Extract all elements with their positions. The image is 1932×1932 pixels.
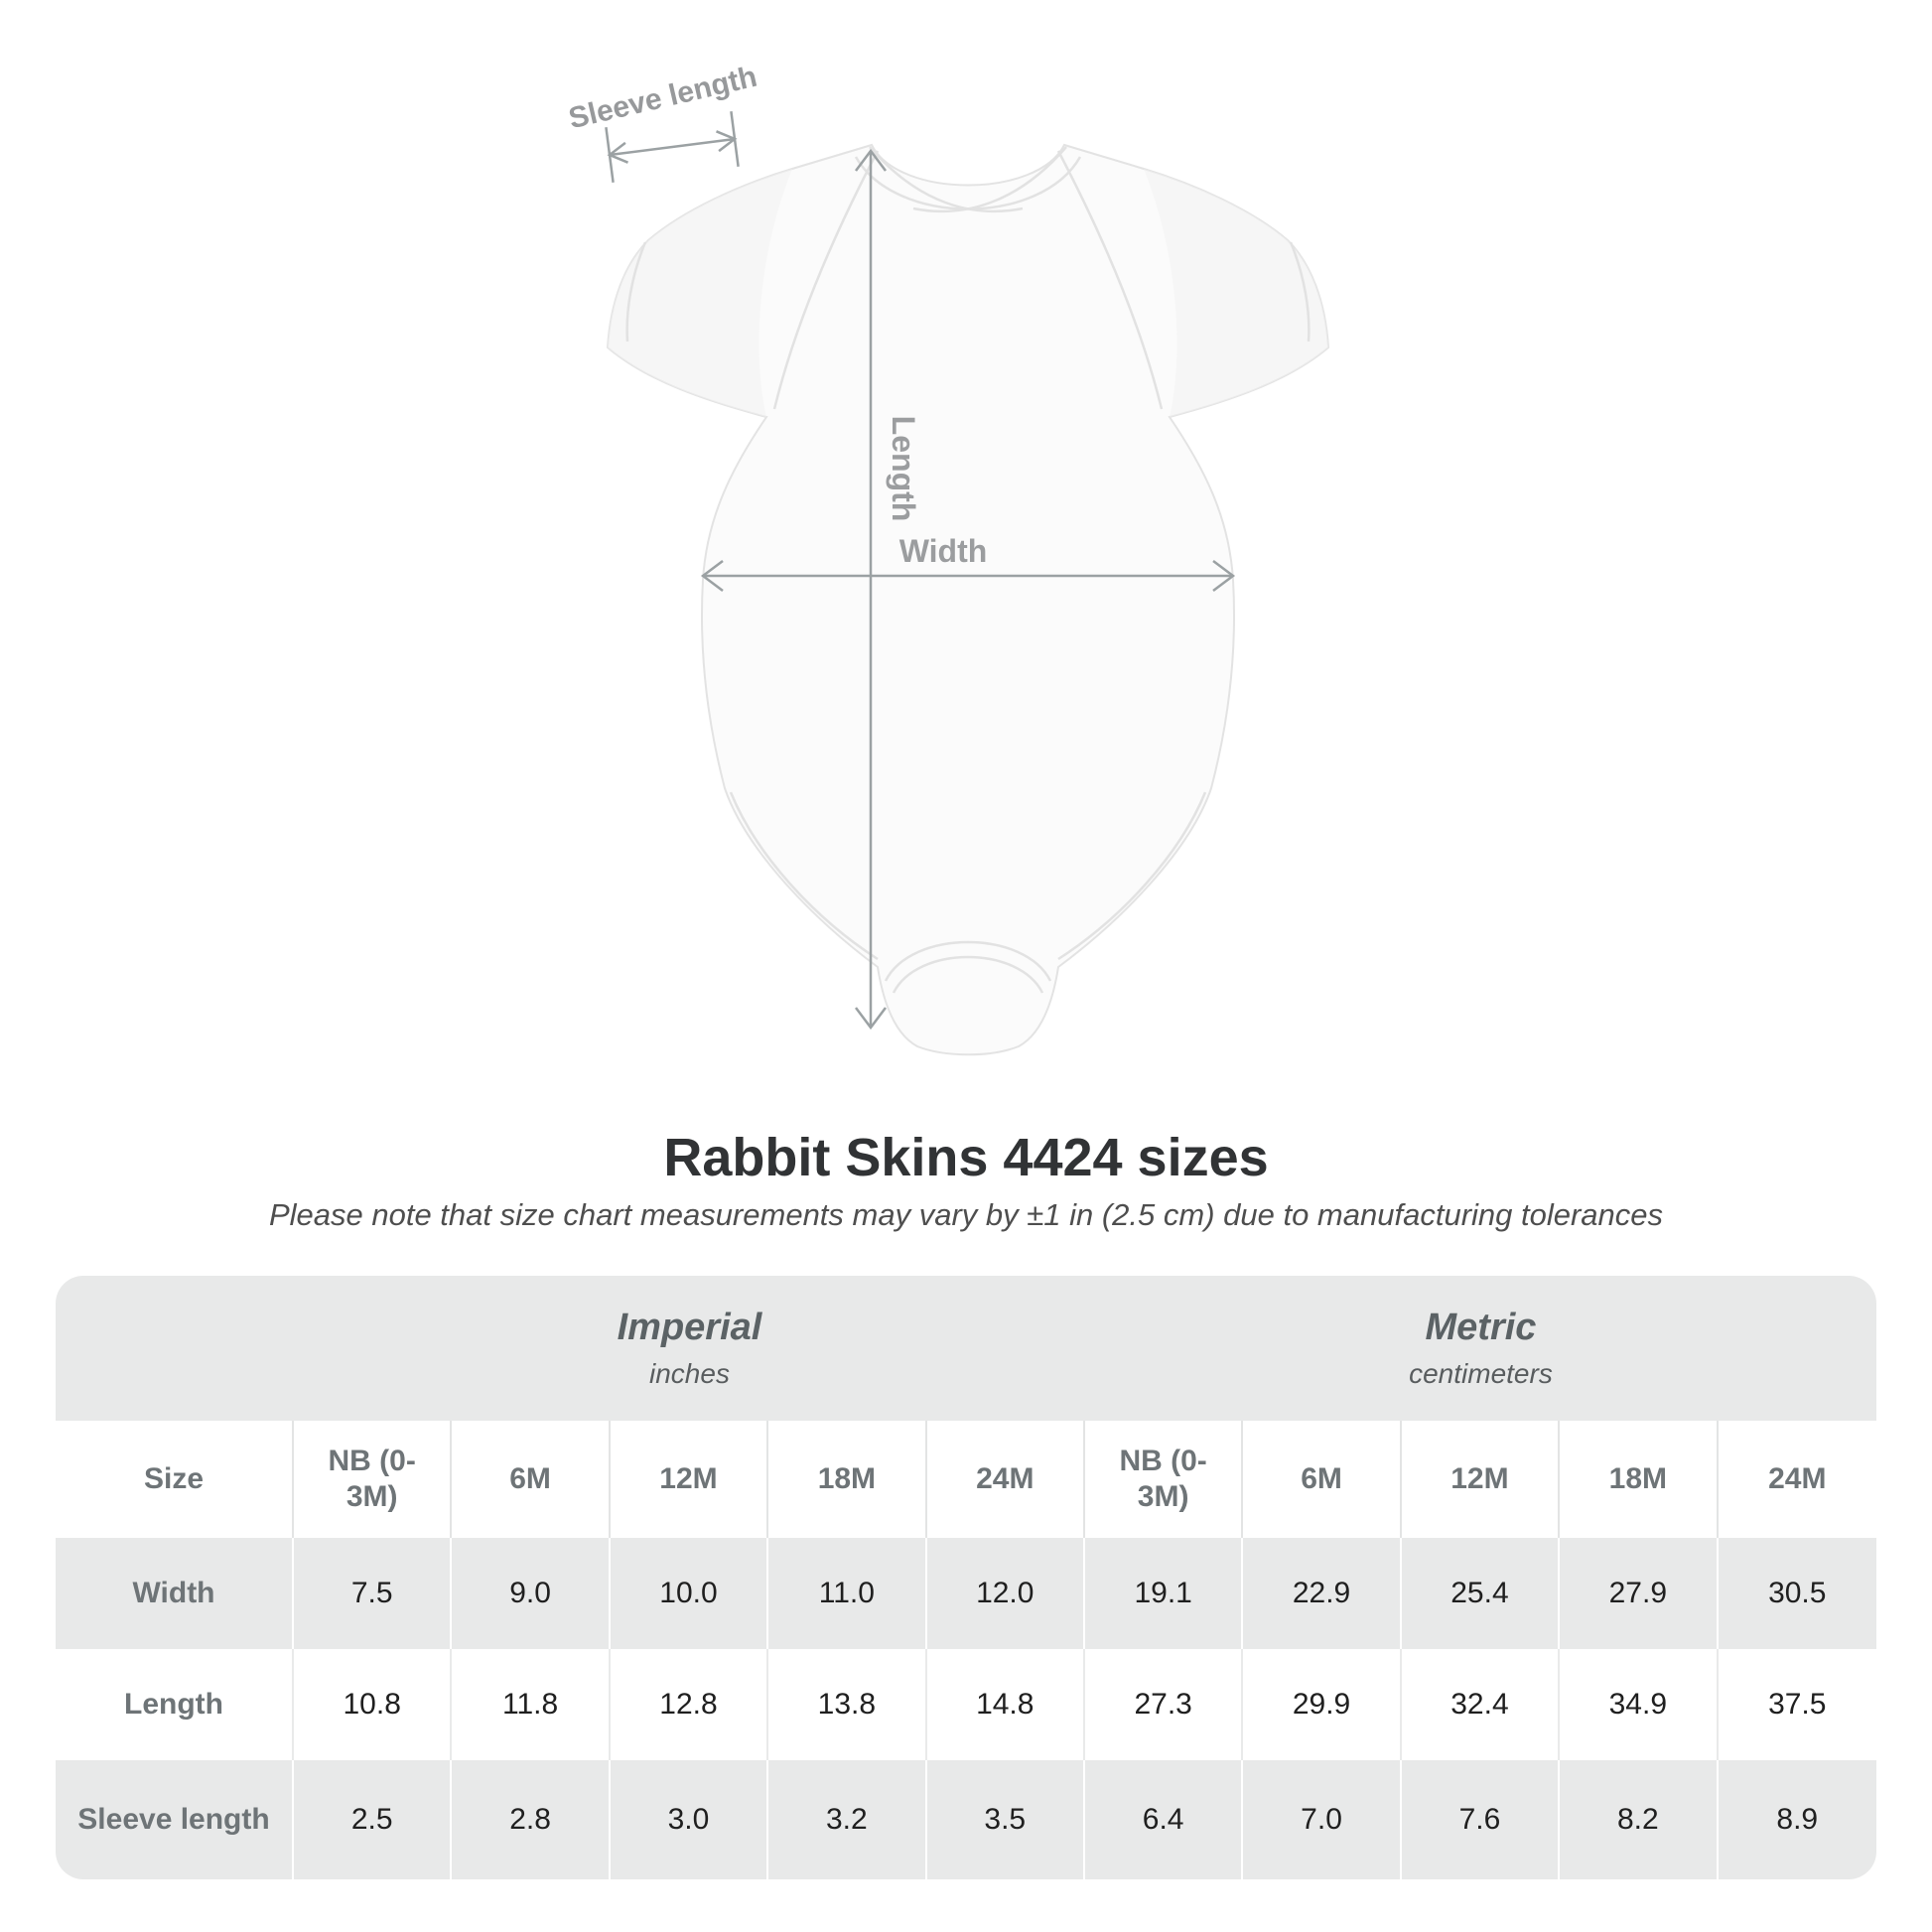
- table-cell: 9.0: [452, 1538, 611, 1649]
- measurement-arrows: [605, 111, 1236, 1031]
- table-cell: 27.9: [1560, 1538, 1719, 1649]
- imperial-band-cell: Imperial inches: [294, 1276, 1085, 1421]
- table-cell: 3.5: [926, 1760, 1085, 1879]
- table-cell: 6.4: [1084, 1760, 1244, 1879]
- table-cell: 37.5: [1718, 1649, 1876, 1760]
- sleeve-length-arrow: [605, 111, 740, 183]
- table-cell: 2.5: [294, 1760, 453, 1879]
- page-title: Rabbit Skins 4424 sizes: [663, 1128, 1269, 1187]
- size-header-row: Size NB (0-3M) 6M 12M 18M 24M NB (0-3M) …: [56, 1421, 1876, 1538]
- table-cell: 10.8: [294, 1649, 453, 1760]
- col-header: 18M: [768, 1421, 927, 1538]
- table-cell: 32.4: [1401, 1649, 1561, 1760]
- table-cell: 22.9: [1243, 1538, 1402, 1649]
- col-header: 24M: [926, 1421, 1085, 1538]
- imperial-label: Imperial: [617, 1307, 762, 1348]
- col-header: 24M: [1718, 1421, 1876, 1538]
- table-row-width: Width 7.5 9.0 10.0 11.0 12.0 19.1 22.9 2…: [56, 1538, 1876, 1649]
- table-row-length: Length 10.8 11.8 12.8 13.8 14.8 27.3 29.…: [56, 1649, 1876, 1760]
- table-cell: 11.8: [452, 1649, 611, 1760]
- col-header: 18M: [1560, 1421, 1719, 1538]
- onesie-measurement-diagram: Sleeve length Length Width: [566, 61, 1330, 1056]
- table-cell: 7.5: [294, 1538, 453, 1649]
- table-cell: 25.4: [1401, 1538, 1561, 1649]
- length-diagram-label: Length: [886, 416, 921, 522]
- row-label: Sleeve length: [56, 1760, 294, 1879]
- length-arrow: [855, 148, 887, 1031]
- table-cell: 29.9: [1243, 1649, 1402, 1760]
- row-label: Width: [56, 1538, 294, 1649]
- col-header: 12M: [610, 1421, 769, 1538]
- metric-band-cell: Metric centimeters: [1084, 1276, 1876, 1421]
- table-cell: 3.0: [610, 1760, 769, 1879]
- garment-seams: [625, 146, 1311, 994]
- table-cell: 30.5: [1718, 1538, 1876, 1649]
- band-corner-cell: [56, 1276, 294, 1421]
- row-label: Length: [56, 1649, 294, 1760]
- unit-band-row: Imperial inches Metric centimeters: [56, 1276, 1876, 1421]
- sleeve-shading: [608, 169, 1328, 417]
- col-header: 12M: [1401, 1421, 1561, 1538]
- table-row-sleeve-length: Sleeve length 2.5 2.8 3.0 3.2 3.5 6.4 7.…: [56, 1760, 1876, 1879]
- size-header-cell: Size: [56, 1421, 294, 1538]
- size-table: Imperial inches Metric centimeters Size …: [56, 1276, 1876, 1879]
- col-header: 6M: [1243, 1421, 1402, 1538]
- table-cell: 10.0: [610, 1538, 769, 1649]
- table-cell: 12.8: [610, 1649, 769, 1760]
- size-table-container: Imperial inches Metric centimeters Size …: [56, 1276, 1876, 1879]
- table-cell: 2.8: [452, 1760, 611, 1879]
- col-header: NB (0-3M): [294, 1421, 453, 1538]
- table-cell: 34.9: [1560, 1649, 1719, 1760]
- metric-label: Metric: [1425, 1307, 1537, 1348]
- col-header: NB (0-3M): [1084, 1421, 1244, 1538]
- table-cell: 12.0: [926, 1538, 1085, 1649]
- metric-unit-label: centimeters: [1409, 1358, 1553, 1389]
- table-cell: 3.2: [768, 1760, 927, 1879]
- table-cell: 11.0: [768, 1538, 927, 1649]
- col-header: 6M: [452, 1421, 611, 1538]
- table-cell: 27.3: [1084, 1649, 1244, 1760]
- width-diagram-label: Width: [899, 533, 988, 569]
- table-cell: 13.8: [768, 1649, 927, 1760]
- table-cell: 7.0: [1243, 1760, 1402, 1879]
- imperial-unit-label: inches: [649, 1358, 730, 1389]
- table-cell: 19.1: [1084, 1538, 1244, 1649]
- table-cell: 14.8: [926, 1649, 1085, 1760]
- table-cell: 8.2: [1560, 1760, 1719, 1879]
- table-cell: 7.6: [1401, 1760, 1561, 1879]
- width-arrow: [700, 560, 1236, 592]
- table-cell: 8.9: [1718, 1760, 1876, 1879]
- sleeve-length-diagram-label: Sleeve length: [566, 61, 760, 136]
- tolerance-note: Please note that size chart measurements…: [268, 1197, 1664, 1232]
